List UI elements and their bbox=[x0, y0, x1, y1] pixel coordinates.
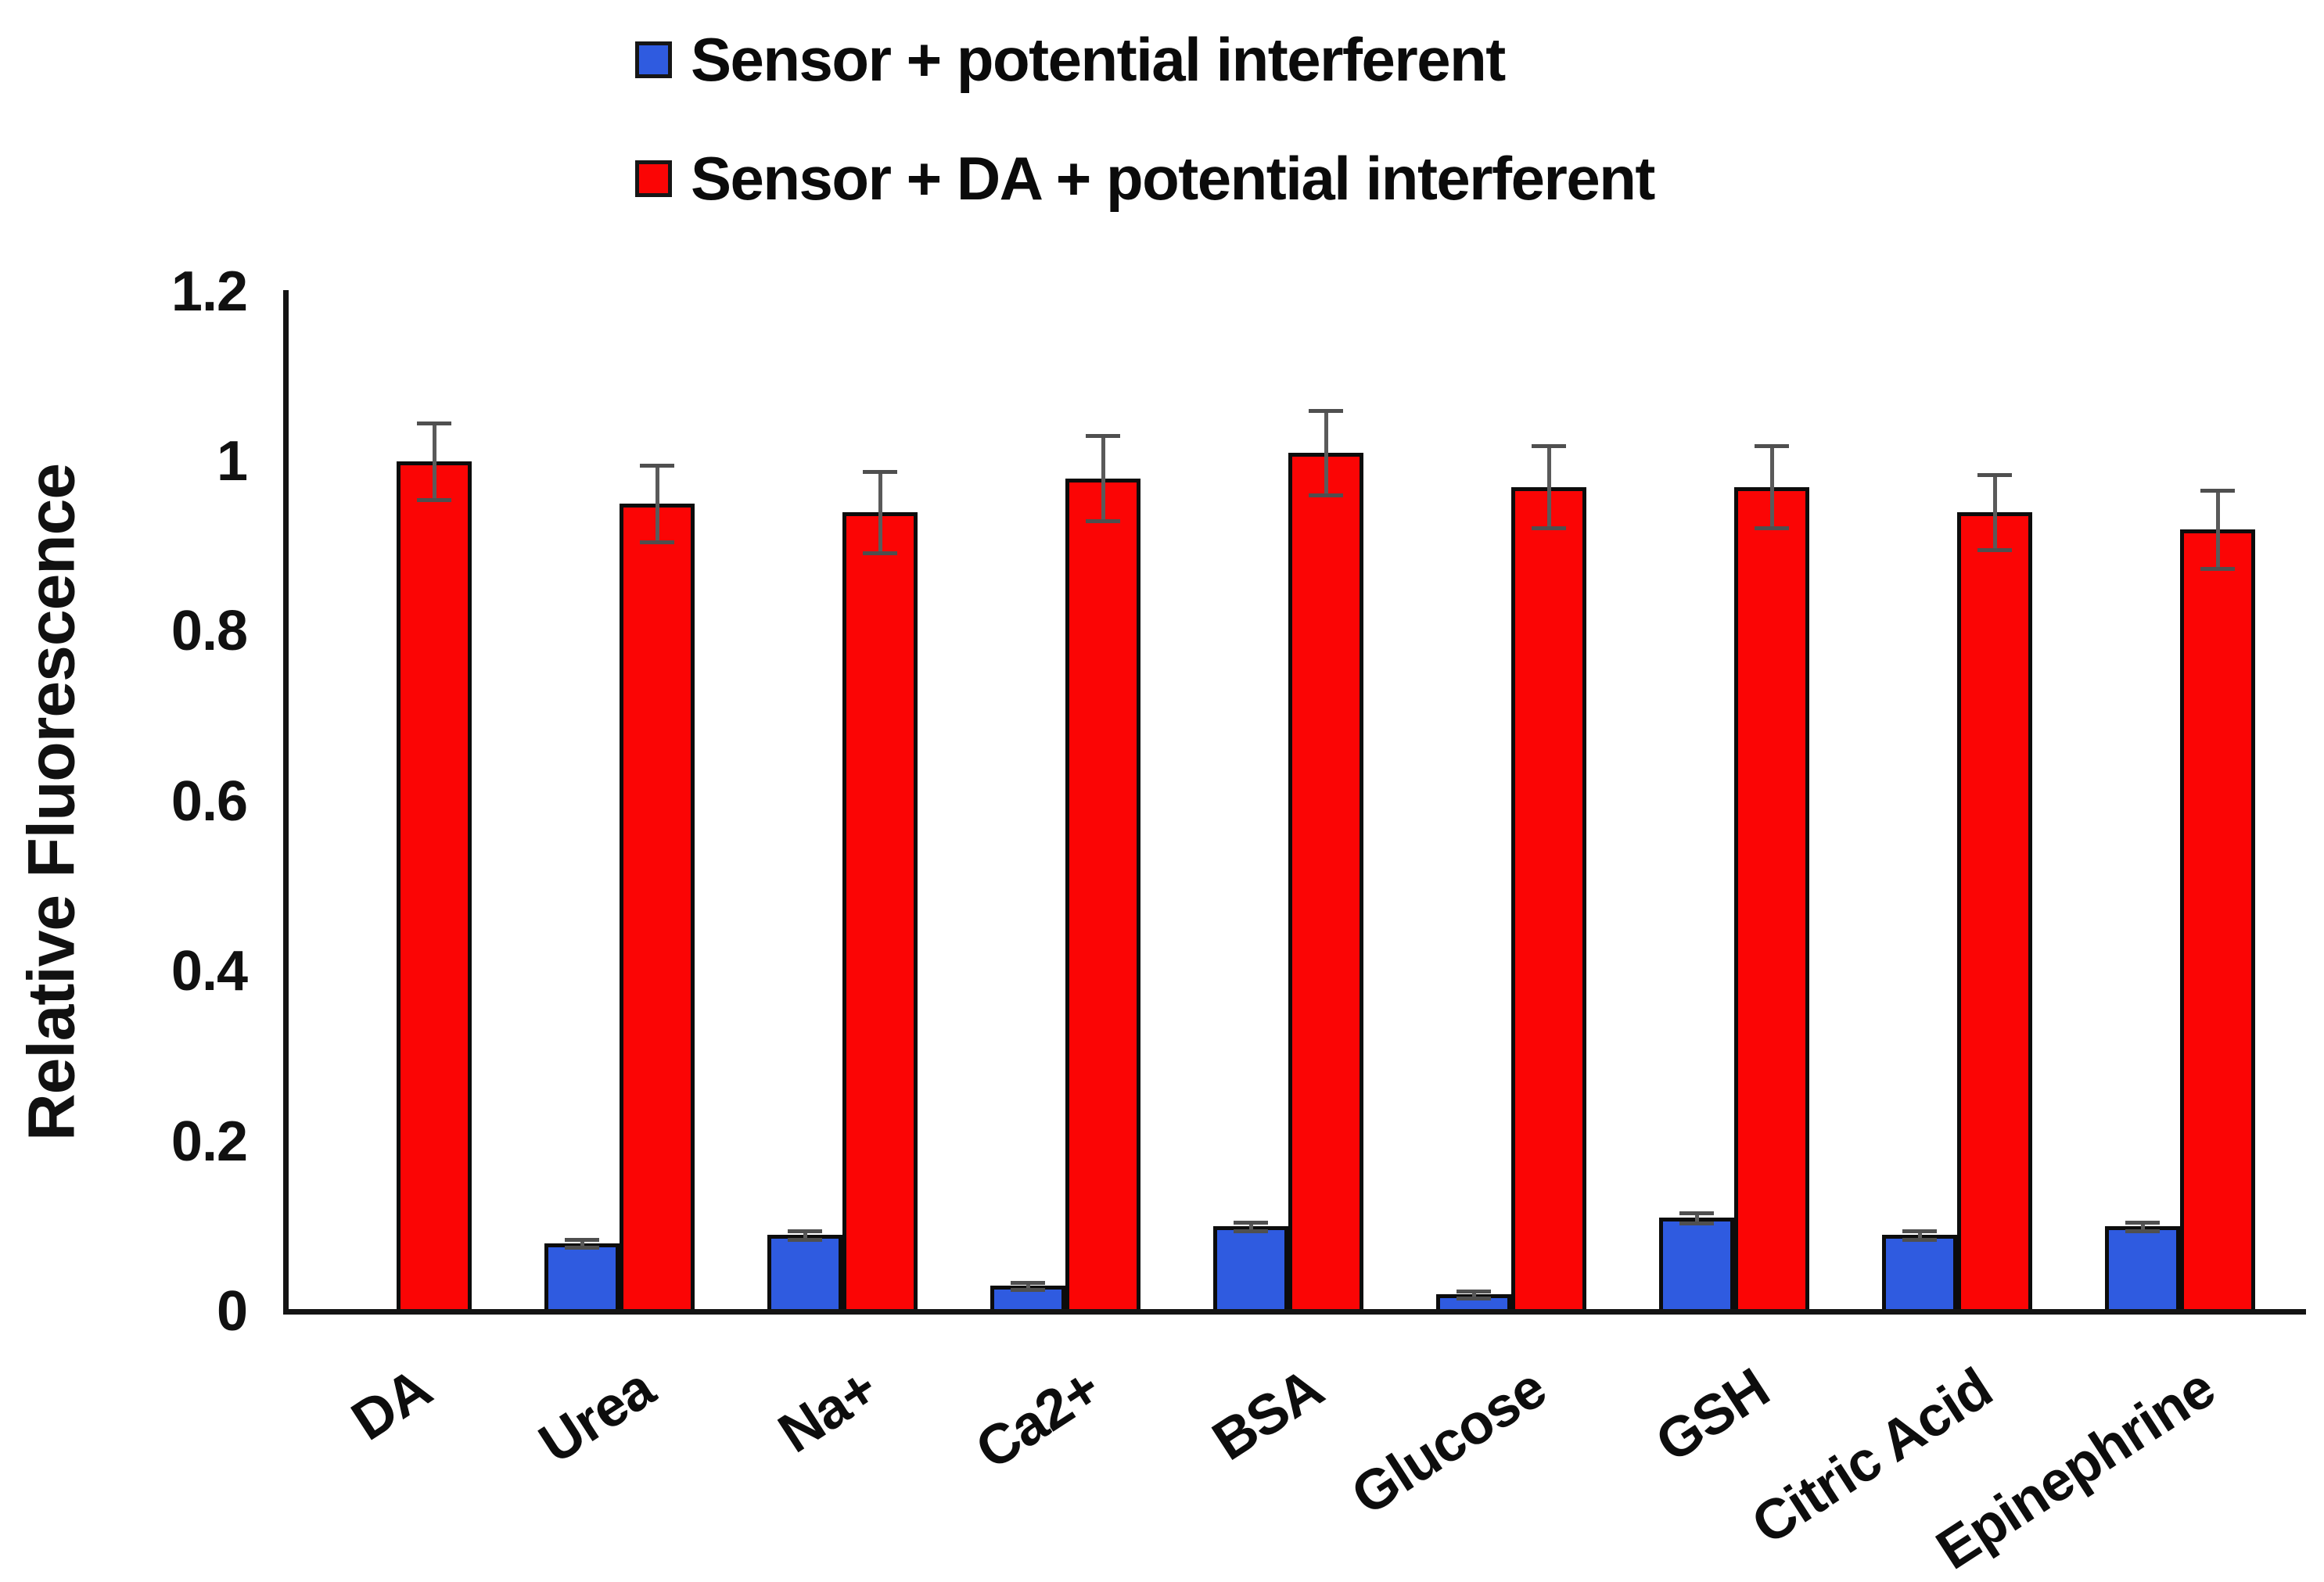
error-bar-cap bbox=[565, 1237, 599, 1242]
bar-red-ca2- bbox=[1065, 478, 1140, 1315]
y-tick-label: 0 bbox=[216, 1280, 248, 1343]
bar-blue-urea bbox=[544, 1243, 620, 1315]
error-bar-cap bbox=[417, 422, 451, 426]
error-bar-cap bbox=[1234, 1220, 1268, 1225]
x-tick-label-glucose: Glucose bbox=[1341, 1356, 1557, 1527]
error-bar-cap bbox=[1086, 519, 1120, 524]
legend-label: Sensor + potential interferent bbox=[691, 25, 1506, 94]
error-bar-cap bbox=[1011, 1281, 1045, 1286]
legend-item-sensor-interferent: Sensor + potential interferent bbox=[635, 22, 1654, 97]
bar-red-citric-acid bbox=[1957, 512, 2032, 1315]
y-tick-label: 0.2 bbox=[171, 1110, 248, 1173]
error-bar bbox=[1324, 410, 1328, 496]
error-bar-cap bbox=[1532, 526, 1566, 530]
x-tick-label-ca2-: Ca2+ bbox=[964, 1356, 1112, 1482]
error-bar-cap bbox=[1977, 548, 2012, 553]
bar-red-da bbox=[397, 461, 472, 1315]
error-bar bbox=[1546, 446, 1551, 528]
y-tick-label: 0.6 bbox=[171, 769, 248, 833]
bar-red-gsh bbox=[1734, 486, 1809, 1315]
error-bar-cap bbox=[1457, 1296, 1491, 1300]
error-bar-cap bbox=[788, 1237, 822, 1242]
error-bar-cap bbox=[863, 551, 897, 556]
error-bar-cap bbox=[1755, 526, 1789, 530]
x-tick-label-na-: Na+ bbox=[767, 1356, 889, 1465]
error-bar-cap bbox=[1309, 408, 1343, 413]
error-bar-cap bbox=[640, 464, 674, 468]
bar-blue-na- bbox=[767, 1235, 842, 1315]
error-bar bbox=[2140, 1221, 2145, 1231]
error-bar bbox=[2215, 490, 2220, 569]
error-bar-cap bbox=[1309, 493, 1343, 498]
error-bar-cap bbox=[640, 540, 674, 545]
legend-swatch-red bbox=[635, 160, 672, 197]
error-bar bbox=[1026, 1282, 1030, 1290]
error-bar bbox=[1769, 446, 1774, 528]
x-tick-label-urea: Urea bbox=[528, 1356, 666, 1476]
y-tick-label: 1 bbox=[216, 430, 248, 493]
bar-red-glucose bbox=[1511, 486, 1586, 1315]
error-bar-cap bbox=[1086, 434, 1120, 439]
x-axis-line bbox=[283, 1309, 2306, 1315]
x-tick-label-bsa: BSA bbox=[1202, 1356, 1334, 1473]
error-bar bbox=[1694, 1212, 1699, 1223]
error-bar bbox=[803, 1230, 807, 1239]
error-bar-cap bbox=[1679, 1221, 1714, 1225]
x-tick-label-da: DA bbox=[341, 1356, 443, 1453]
error-bar-cap bbox=[1532, 444, 1566, 449]
bar-blue-bsa bbox=[1213, 1226, 1288, 1315]
chart-legend: Sensor + potential interferent Sensor + … bbox=[635, 22, 1655, 260]
error-bar-cap bbox=[2200, 566, 2235, 571]
error-bar-cap bbox=[1011, 1287, 1045, 1292]
bar-red-na- bbox=[842, 512, 918, 1315]
y-tick-label: 1.2 bbox=[171, 260, 248, 323]
error-bar bbox=[1917, 1230, 1922, 1239]
error-bar-cap bbox=[565, 1246, 599, 1250]
error-bar bbox=[1101, 436, 1105, 522]
error-bar-cap bbox=[1234, 1229, 1268, 1233]
error-bar bbox=[1248, 1221, 1253, 1231]
error-bar bbox=[1992, 475, 1997, 551]
bar-blue-epinephrine bbox=[2105, 1226, 2180, 1315]
legend-label: Sensor + DA + potential interferent bbox=[691, 144, 1655, 213]
error-bar-cap bbox=[1902, 1237, 1937, 1242]
error-bar-cap bbox=[1457, 1289, 1491, 1293]
y-tick-label: 0.8 bbox=[171, 600, 248, 663]
bar-blue-citric-acid bbox=[1882, 1235, 1957, 1315]
error-bar-cap bbox=[2125, 1220, 2160, 1225]
bar-red-urea bbox=[620, 504, 695, 1315]
error-bar bbox=[580, 1239, 584, 1248]
error-bar-cap bbox=[863, 470, 897, 475]
bar-red-epinephrine bbox=[2180, 529, 2255, 1315]
error-bar-cap bbox=[2200, 488, 2235, 493]
bar-blue-gsh bbox=[1659, 1218, 1734, 1315]
error-bar-cap bbox=[1679, 1211, 1714, 1215]
error-bar bbox=[655, 465, 659, 543]
error-bar-cap bbox=[788, 1229, 822, 1233]
x-tick-label-gsh: GSH bbox=[1645, 1356, 1780, 1475]
error-bar-cap bbox=[1755, 444, 1789, 449]
error-bar-cap bbox=[417, 497, 451, 502]
y-axis-line bbox=[283, 290, 289, 1315]
bar-red-bsa bbox=[1288, 453, 1363, 1315]
y-tick-label: 0.4 bbox=[171, 940, 248, 1003]
error-bar-cap bbox=[1902, 1229, 1937, 1233]
legend-swatch-blue bbox=[635, 41, 672, 78]
error-bar bbox=[878, 472, 882, 554]
error-bar-cap bbox=[2125, 1229, 2160, 1233]
error-bar bbox=[1471, 1290, 1476, 1298]
error-bar bbox=[432, 423, 436, 500]
legend-item-sensor-da-interferent: Sensor + DA + potential interferent bbox=[635, 141, 1655, 216]
error-bar-cap bbox=[1977, 473, 2012, 478]
